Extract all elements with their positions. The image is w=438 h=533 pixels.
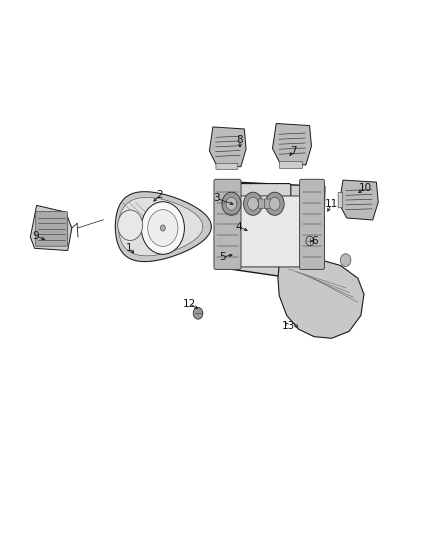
FancyBboxPatch shape <box>265 199 271 208</box>
Text: 9: 9 <box>32 231 39 241</box>
Polygon shape <box>209 127 246 167</box>
Circle shape <box>340 254 351 266</box>
Text: 11: 11 <box>325 199 338 209</box>
Circle shape <box>244 192 262 215</box>
Text: 1: 1 <box>126 243 133 253</box>
Circle shape <box>226 197 237 211</box>
FancyBboxPatch shape <box>237 196 304 267</box>
Text: 5: 5 <box>219 252 226 262</box>
Polygon shape <box>115 192 212 262</box>
Text: 6: 6 <box>311 236 318 246</box>
FancyBboxPatch shape <box>300 179 325 269</box>
FancyBboxPatch shape <box>279 161 303 168</box>
Text: 7: 7 <box>290 146 297 156</box>
Circle shape <box>160 225 166 231</box>
Circle shape <box>148 209 178 246</box>
Polygon shape <box>30 205 72 251</box>
FancyBboxPatch shape <box>216 164 238 169</box>
Text: 4: 4 <box>235 222 242 232</box>
Circle shape <box>248 197 258 211</box>
Polygon shape <box>118 197 203 256</box>
Circle shape <box>193 308 203 319</box>
Circle shape <box>306 236 314 246</box>
FancyBboxPatch shape <box>214 179 241 269</box>
FancyBboxPatch shape <box>338 192 343 208</box>
Text: 10: 10 <box>359 183 372 193</box>
Polygon shape <box>272 124 311 165</box>
Circle shape <box>141 202 184 254</box>
Text: 8: 8 <box>237 135 243 145</box>
Polygon shape <box>339 180 378 220</box>
Circle shape <box>222 192 241 215</box>
Circle shape <box>265 192 284 215</box>
Text: 12: 12 <box>183 298 196 309</box>
Circle shape <box>118 210 143 240</box>
Polygon shape <box>278 257 364 338</box>
Circle shape <box>269 197 280 211</box>
Text: 13: 13 <box>281 321 295 331</box>
Polygon shape <box>218 181 325 282</box>
FancyBboxPatch shape <box>259 199 265 208</box>
Text: 3: 3 <box>213 193 220 204</box>
FancyBboxPatch shape <box>215 183 291 224</box>
Text: 2: 2 <box>157 190 163 200</box>
FancyBboxPatch shape <box>36 212 67 246</box>
